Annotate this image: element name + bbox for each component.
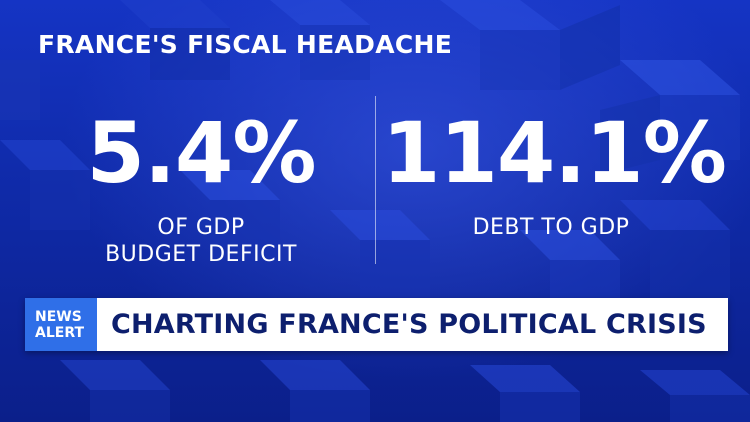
lower-third-ticker: NEWS ALERT CHARTING FRANCE'S POLITICAL C… bbox=[25, 298, 728, 351]
debt-label: DEBT TO GDP bbox=[472, 215, 630, 240]
deficit-label-line2: BUDGET DEFICIT bbox=[105, 242, 297, 267]
debt-value: 114.1% bbox=[382, 104, 727, 202]
news-alert-badge: NEWS ALERT bbox=[25, 298, 97, 351]
deficit-value: 5.4% bbox=[86, 104, 317, 202]
badge-line-alert: ALERT bbox=[35, 324, 85, 341]
stat-divider bbox=[375, 96, 376, 264]
debt-stat: 114.1% DEBT TO GDP bbox=[382, 104, 727, 241]
headline: FRANCE'S FISCAL HEADACHE bbox=[38, 30, 453, 59]
deficit-stat: 5.4% OF GDP BUDGET DEFICIT bbox=[40, 108, 362, 268]
badge-line-news: NEWS bbox=[35, 308, 82, 325]
ticker-headline: CHARTING FRANCE'S POLITICAL CRISIS bbox=[97, 298, 728, 351]
deficit-label-line1: OF GDP bbox=[157, 215, 245, 240]
